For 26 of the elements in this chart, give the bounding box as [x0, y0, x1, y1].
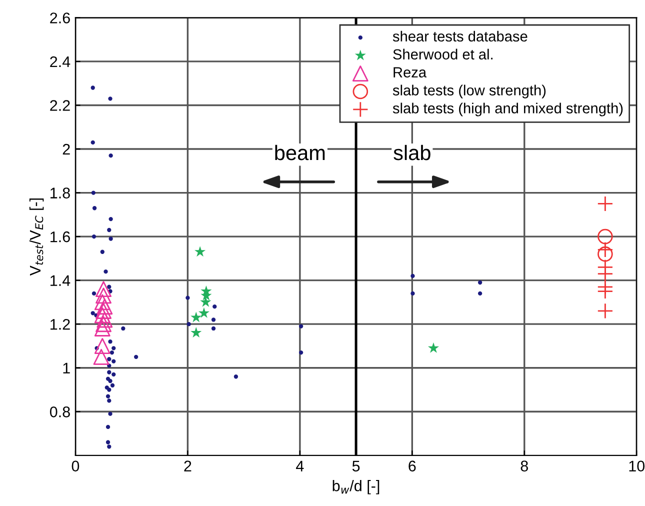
- y-tick-label: 2.6: [50, 12, 70, 24]
- legend-label: slab tests (low strength): [392, 84, 546, 98]
- annotation: slab: [394, 144, 430, 160]
- y-tick-label: 1.6: [50, 231, 70, 242]
- y-tick-label: 1: [63, 362, 70, 374]
- x-axis-title: b$_{w}$/d [-]: [332, 480, 380, 494]
- x-tick-label: 2: [184, 460, 192, 472]
- x-tick-label: 5: [352, 460, 360, 472]
- x-tick-label: 8: [520, 460, 528, 472]
- y-axis-title: V$_{test}$/V$_{EC}$ [-]: [29, 198, 44, 276]
- annotation: beam: [275, 144, 325, 160]
- legend-label: Reza: [394, 67, 427, 78]
- y-tick-label: 1.4: [50, 275, 70, 286]
- y-tick-label: 1.8: [50, 188, 70, 198]
- x-tick-label: 0: [72, 460, 80, 472]
- x-tick-label: 6: [408, 460, 416, 472]
- legend-label: slab tests (high and mixed strength): [392, 102, 623, 116]
- x-tick-label: 4: [296, 460, 304, 472]
- y-tick-label: 2: [62, 144, 70, 155]
- legend-label: Sherwood et al.: [393, 48, 492, 60]
- legend-label: shear tests database: [392, 30, 528, 42]
- y-tick-label: 2.2: [50, 100, 70, 111]
- y-tick-label: 2.4: [50, 56, 70, 68]
- y-tick-label: 1.2: [50, 318, 70, 330]
- y-tick-label: 0.8: [50, 406, 70, 418]
- x-tick-label: 10: [629, 460, 645, 472]
